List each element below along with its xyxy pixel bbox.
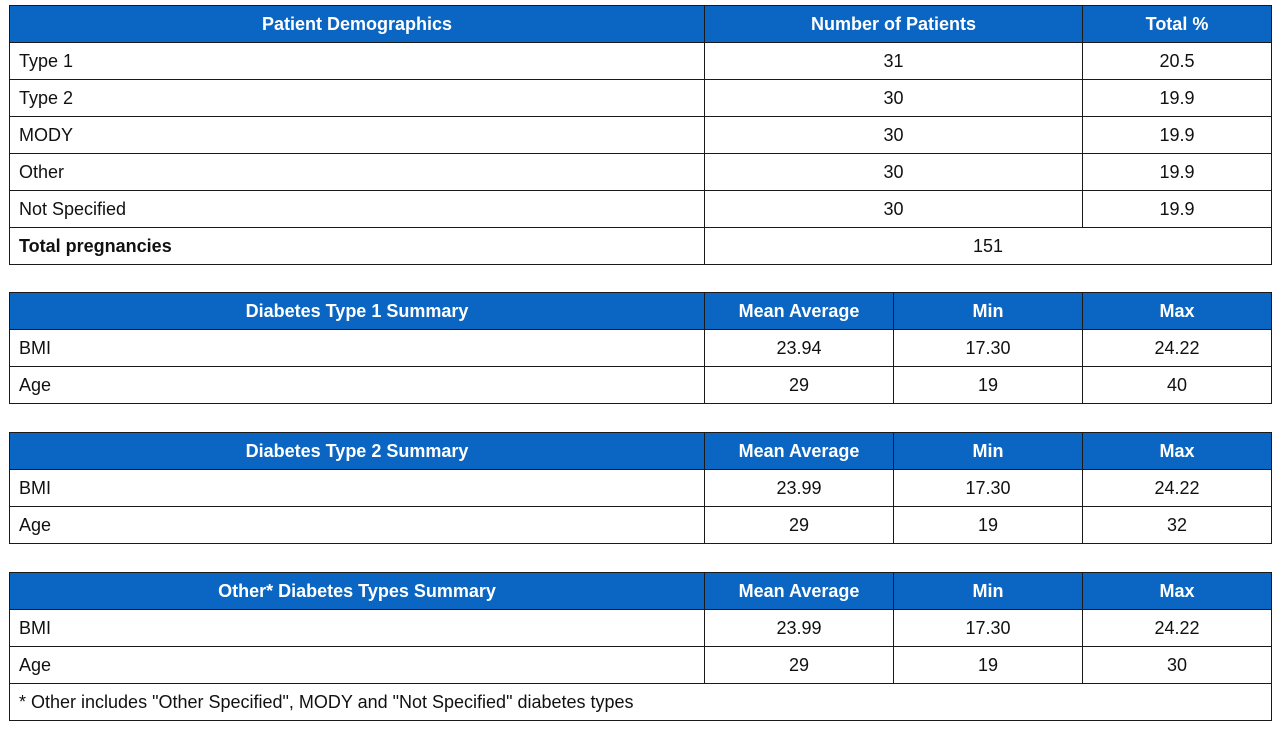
percent-cell: 19.9: [1082, 153, 1272, 191]
column-header: Mean Average: [704, 292, 894, 330]
min-cell: 19: [893, 646, 1083, 684]
total-row: Total pregnancies 151: [9, 227, 1272, 265]
column-header: Total %: [1082, 5, 1272, 43]
column-header: Max: [1082, 572, 1272, 610]
table-row: BMI 23.99 17.30 24.22: [9, 609, 1272, 647]
table-row: Type 1 31 20.5: [9, 42, 1272, 80]
min-cell: 17.30: [893, 609, 1083, 647]
total-value: 151: [704, 227, 1272, 265]
other-types-summary-table: Other* Diabetes Types Summary Mean Avera…: [9, 572, 1272, 721]
column-header: Min: [893, 292, 1083, 330]
mean-cell: 29: [704, 646, 894, 684]
table-header-row: Other* Diabetes Types Summary Mean Avera…: [9, 572, 1272, 610]
type1-summary-table: Diabetes Type 1 Summary Mean Average Min…: [9, 292, 1272, 404]
table-row: MODY 30 19.9: [9, 116, 1272, 154]
table-row: BMI 23.94 17.30 24.22: [9, 329, 1272, 367]
row-label: Type 1: [9, 42, 705, 80]
min-cell: 17.30: [893, 329, 1083, 367]
max-cell: 24.22: [1082, 609, 1272, 647]
row-label: Not Specified: [9, 190, 705, 228]
column-header: Mean Average: [704, 432, 894, 470]
max-cell: 30: [1082, 646, 1272, 684]
min-cell: 17.30: [893, 469, 1083, 507]
min-cell: 19: [893, 366, 1083, 404]
patients-cell: 31: [704, 42, 1083, 80]
column-header: Max: [1082, 292, 1272, 330]
column-header: Number of Patients: [704, 5, 1083, 43]
patient-demographics-table: Patient Demographics Number of Patients …: [9, 5, 1272, 265]
percent-cell: 19.9: [1082, 190, 1272, 228]
column-header: Min: [893, 432, 1083, 470]
percent-cell: 19.9: [1082, 79, 1272, 117]
patients-cell: 30: [704, 116, 1083, 154]
column-header: Mean Average: [704, 572, 894, 610]
mean-cell: 29: [704, 366, 894, 404]
column-header: Min: [893, 572, 1083, 610]
table-header-row: Patient Demographics Number of Patients …: [9, 5, 1272, 43]
table-row: Age 29 19 30: [9, 646, 1272, 684]
type2-summary-table: Diabetes Type 2 Summary Mean Average Min…: [9, 432, 1272, 544]
mean-cell: 29: [704, 506, 894, 544]
column-header: Diabetes Type 1 Summary: [9, 292, 705, 330]
max-cell: 40: [1082, 366, 1272, 404]
patients-cell: 30: [704, 79, 1083, 117]
row-label: BMI: [9, 609, 705, 647]
row-label: Age: [9, 366, 705, 404]
table-header-row: Diabetes Type 1 Summary Mean Average Min…: [9, 292, 1272, 330]
mean-cell: 23.99: [704, 469, 894, 507]
row-label: BMI: [9, 469, 705, 507]
mean-cell: 23.99: [704, 609, 894, 647]
table-row: Type 2 30 19.9: [9, 79, 1272, 117]
footnote: * Other includes "Other Specified", MODY…: [9, 683, 1272, 721]
table-row: Age 29 19 40: [9, 366, 1272, 404]
table-header-row: Diabetes Type 2 Summary Mean Average Min…: [9, 432, 1272, 470]
row-label: Other: [9, 153, 705, 191]
row-label: MODY: [9, 116, 705, 154]
column-header: Diabetes Type 2 Summary: [9, 432, 705, 470]
table-row: BMI 23.99 17.30 24.22: [9, 469, 1272, 507]
column-header: Max: [1082, 432, 1272, 470]
row-label: Age: [9, 506, 705, 544]
column-header: Patient Demographics: [9, 5, 705, 43]
min-cell: 19: [893, 506, 1083, 544]
total-label: Total pregnancies: [9, 227, 705, 265]
max-cell: 24.22: [1082, 329, 1272, 367]
row-label: BMI: [9, 329, 705, 367]
mean-cell: 23.94: [704, 329, 894, 367]
row-label: Age: [9, 646, 705, 684]
table-row: Age 29 19 32: [9, 506, 1272, 544]
max-cell: 32: [1082, 506, 1272, 544]
max-cell: 24.22: [1082, 469, 1272, 507]
row-label: Type 2: [9, 79, 705, 117]
table-row: Other 30 19.9: [9, 153, 1272, 191]
footnote-row: * Other includes "Other Specified", MODY…: [9, 683, 1272, 721]
table-row: Not Specified 30 19.9: [9, 190, 1272, 228]
percent-cell: 19.9: [1082, 116, 1272, 154]
patients-cell: 30: [704, 153, 1083, 191]
column-header: Other* Diabetes Types Summary: [9, 572, 705, 610]
patients-cell: 30: [704, 190, 1083, 228]
percent-cell: 20.5: [1082, 42, 1272, 80]
